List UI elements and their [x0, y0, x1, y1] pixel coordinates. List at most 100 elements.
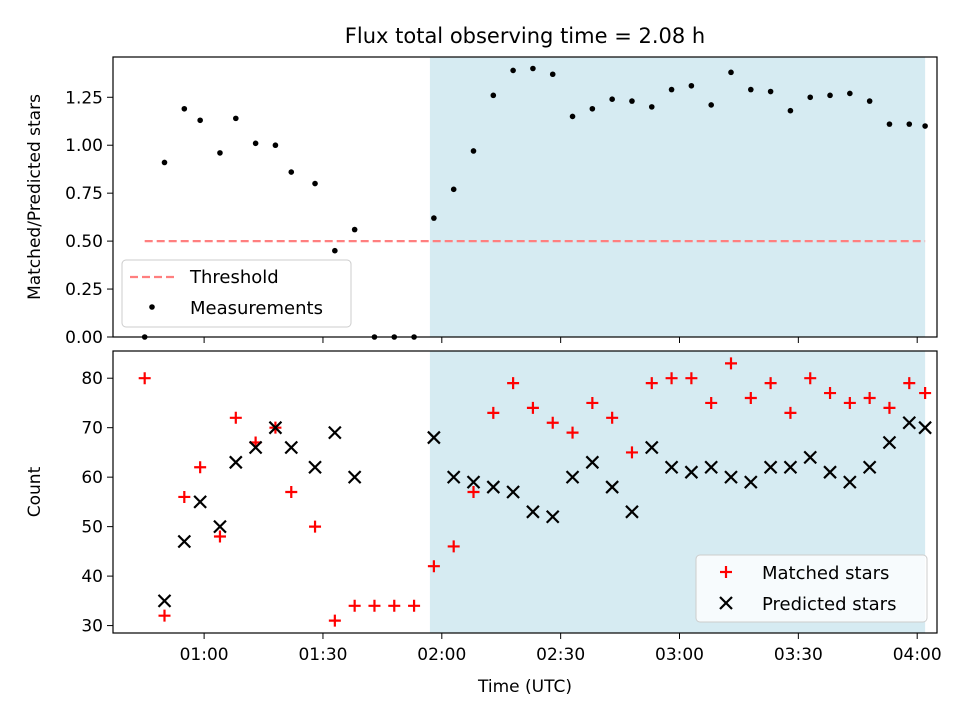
predicted-star-point	[843, 475, 857, 489]
matched-star-point	[824, 387, 837, 400]
y-tick-label: 0.00	[65, 328, 103, 348]
matched-star-point	[309, 520, 322, 533]
matched-star-point	[903, 377, 916, 390]
measurement-point	[161, 159, 168, 166]
legend-bottom: Matched stars Predicted stars	[695, 554, 928, 623]
measurement-point	[807, 94, 814, 101]
measurement-point	[197, 117, 203, 124]
matched-star-point	[764, 377, 777, 390]
matched-star-point	[447, 540, 460, 553]
legend-top-box	[121, 259, 352, 328]
shaded-observing-window	[429, 57, 926, 337]
predicted-star-point	[284, 440, 299, 455]
axes-frame	[112, 350, 938, 634]
measurement-point	[351, 226, 358, 233]
predicted-star-point	[328, 425, 342, 440]
x-tick-label: 01:30	[298, 645, 347, 665]
measurement-point	[288, 169, 295, 175]
measurement-point	[847, 90, 853, 97]
matched-star-point	[507, 377, 520, 390]
predicted-star-point	[157, 594, 172, 608]
matched-star-point	[645, 377, 658, 390]
measurement-point	[217, 150, 223, 156]
measurement-point	[906, 121, 913, 127]
y-tick-label: 1.00	[65, 136, 103, 156]
measurement-point	[827, 92, 833, 99]
matched-star-point	[526, 401, 539, 414]
measurement-point	[866, 98, 873, 104]
measurement-point	[629, 98, 635, 104]
measurement-point	[609, 96, 615, 102]
predicted-star-point	[526, 505, 540, 519]
matched-star-point	[427, 560, 440, 573]
predicted-star-point	[902, 415, 917, 430]
matched-star-point	[784, 406, 797, 419]
y-tick-label: 60	[81, 468, 103, 488]
matched-star-point	[546, 416, 559, 429]
measurement-point	[688, 82, 695, 89]
predicted-star-point	[882, 435, 897, 450]
matched-star-point	[408, 599, 421, 612]
x-tick-label: 03:00	[655, 645, 704, 665]
matched-star-point	[566, 426, 579, 439]
axes-frame	[112, 56, 938, 338]
predicted-star-point	[427, 430, 441, 445]
measurement-point	[233, 115, 239, 122]
predicted-star-point	[506, 485, 520, 499]
y-tick-label: 0.50	[65, 232, 103, 252]
predicted-star-point	[565, 470, 580, 484]
measurement-point	[668, 86, 675, 93]
y-tick-label: 30	[81, 617, 103, 637]
x-tick-label: 02:30	[536, 645, 585, 665]
measurement-point	[530, 65, 536, 72]
predicted-star-point	[763, 460, 778, 475]
measurement-point	[332, 247, 338, 254]
y-tick-label: 40	[81, 567, 103, 587]
measurement-point	[708, 102, 714, 108]
measurement-point	[886, 121, 893, 127]
predicted-star-point	[744, 475, 758, 489]
matched-star-point	[883, 401, 896, 414]
matched-star-point	[685, 372, 698, 385]
predicted-star-point	[268, 420, 283, 435]
y-tick-label: 50	[81, 518, 103, 538]
y-axis-label: Matched/Predicted stars	[25, 94, 45, 300]
predicted-star-point	[664, 460, 679, 475]
x-tick-label: 02:00	[417, 645, 466, 665]
x-tick-label: 01:00	[180, 645, 229, 665]
y-tick-label: 0.25	[65, 280, 103, 300]
predicted-star-point	[545, 509, 560, 524]
measurement-point	[767, 88, 774, 95]
matched-star-point	[744, 392, 757, 404]
measurement-point	[589, 105, 596, 112]
measurement-point	[252, 140, 259, 147]
matched-star-point	[138, 372, 151, 385]
matched-star-point	[328, 614, 341, 627]
legend-bottom-box	[695, 554, 928, 623]
predicted-star-point	[823, 465, 837, 479]
x-tick-label: 04:00	[893, 645, 942, 665]
matched-star-point	[368, 599, 381, 612]
matched-star-point	[178, 490, 191, 503]
predicted-star-point	[704, 460, 718, 475]
measurement-point	[787, 107, 794, 114]
legend-predicted-marker	[719, 596, 733, 610]
x-tick-label: 03:30	[774, 645, 823, 665]
predicted-star-point	[644, 440, 659, 455]
matched-star-point	[194, 461, 207, 474]
predicted-star-point	[918, 420, 932, 435]
legend-predicted-label: Predicted stars	[762, 594, 896, 615]
legend-threshold-label: Threshold	[189, 267, 279, 288]
matched-star-point	[665, 372, 678, 385]
predicted-star-point	[605, 480, 619, 494]
matched-star-point	[285, 486, 298, 498]
matched-star-point	[919, 387, 932, 400]
predicted-star-point	[466, 475, 481, 489]
matched-star-point	[625, 446, 638, 459]
y-tick-label: 70	[81, 419, 103, 439]
predicted-star-point	[486, 480, 501, 494]
predicted-star-point	[862, 460, 877, 475]
measurement-point	[748, 86, 754, 93]
legend-matched-marker	[720, 566, 732, 578]
